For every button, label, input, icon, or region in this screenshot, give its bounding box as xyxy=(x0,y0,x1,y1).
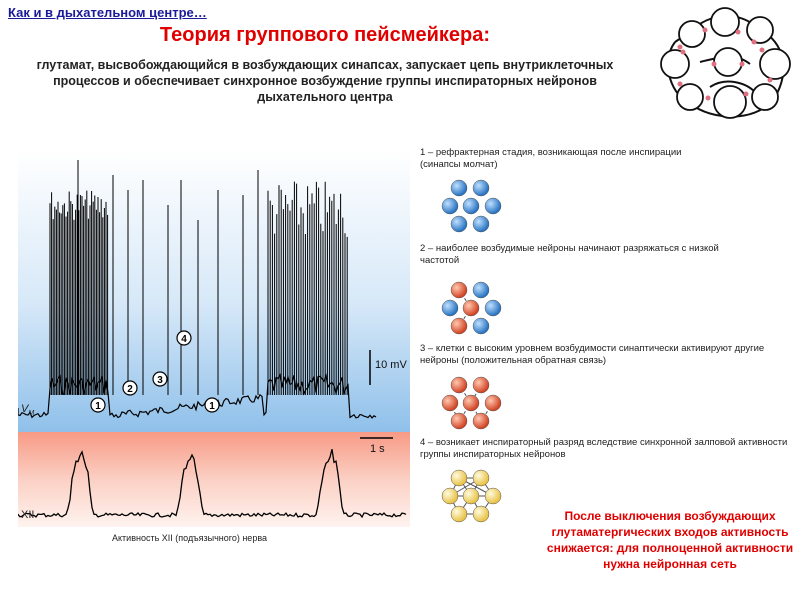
neuron xyxy=(450,281,468,299)
stage-1-text: 1 – рефрактерная стадия, возникающая пос… xyxy=(420,147,682,170)
neuron-cluster-stages xyxy=(441,179,502,523)
svg-text:1: 1 xyxy=(209,401,215,412)
stage-4-text: 4 – возникает инспираторный разряд вслед… xyxy=(420,437,788,460)
xii-trace xyxy=(18,449,407,519)
stage-marker-4: 4 xyxy=(176,330,192,346)
neuron xyxy=(472,281,490,299)
stage-3-text: 3 – клетки с высоким уровнем возбудимост… xyxy=(420,343,765,366)
neuron xyxy=(472,505,490,523)
neuron xyxy=(450,317,468,335)
neuron xyxy=(484,394,502,412)
stage-2-text: 2 – наиболее возбудимые нейроны начинают… xyxy=(420,243,719,266)
page-title: Теория группового пейсмейкера: xyxy=(159,24,491,46)
stage-marker-3: 3 xyxy=(152,371,168,387)
neuron xyxy=(450,215,468,233)
neuron xyxy=(484,299,502,317)
recording-panel: 10 mV 1 s VM XII 1 2 3 4 1 xyxy=(18,150,410,527)
neuron xyxy=(441,487,459,505)
neuron xyxy=(472,215,490,233)
conclusion-note: После выключения возбуждающих глутаматер… xyxy=(546,509,794,571)
voltage-scale-label: 10 mV xyxy=(375,359,407,371)
header-link[interactable]: Как и в дыхательном центре… xyxy=(8,5,207,20)
svg-text:2: 2 xyxy=(127,384,133,395)
neural-network-diagram xyxy=(660,7,791,119)
time-scale-bar: 1 s xyxy=(360,437,393,455)
neuron xyxy=(472,412,490,430)
neuron xyxy=(462,394,480,412)
time-scale-label: 1 s xyxy=(370,443,385,455)
neuron xyxy=(450,179,468,197)
svg-text:3: 3 xyxy=(157,375,163,386)
stage-marker-2: 2 xyxy=(122,380,138,396)
intro-text: глутамат, высвобождающийся в возбуждающи… xyxy=(36,58,614,104)
cluster-stage-4 xyxy=(441,469,502,523)
neuron xyxy=(472,469,490,487)
svg-text:1: 1 xyxy=(95,401,101,412)
svg-text:4: 4 xyxy=(181,334,187,345)
vm-trace xyxy=(18,160,377,419)
neuron xyxy=(462,487,480,505)
stage-marker-1: 1 xyxy=(90,397,106,413)
neuron xyxy=(450,412,468,430)
cluster-stage-1 xyxy=(441,179,502,233)
xii-caption: Активность XII (подъязычного) нерва xyxy=(112,533,268,543)
cluster-stage-2 xyxy=(441,281,502,335)
neuron xyxy=(441,197,459,215)
neuron xyxy=(484,197,502,215)
cluster-stage-3 xyxy=(441,376,502,430)
neuron xyxy=(462,197,480,215)
neuron xyxy=(441,394,459,412)
xii-label: XII xyxy=(21,509,34,521)
neuron xyxy=(441,299,459,317)
stage-marker-5: 1 xyxy=(204,397,220,413)
stage-markers: 1 2 3 4 1 xyxy=(90,330,220,413)
vm-label: VM xyxy=(21,403,34,417)
neuron xyxy=(450,376,468,394)
neuron xyxy=(472,179,490,197)
neuron xyxy=(472,317,490,335)
neuron xyxy=(450,505,468,523)
voltage-scale-bar: 10 mV xyxy=(369,350,407,385)
neuron xyxy=(484,487,502,505)
neuron xyxy=(472,376,490,394)
neuron xyxy=(462,299,480,317)
neuron xyxy=(450,469,468,487)
